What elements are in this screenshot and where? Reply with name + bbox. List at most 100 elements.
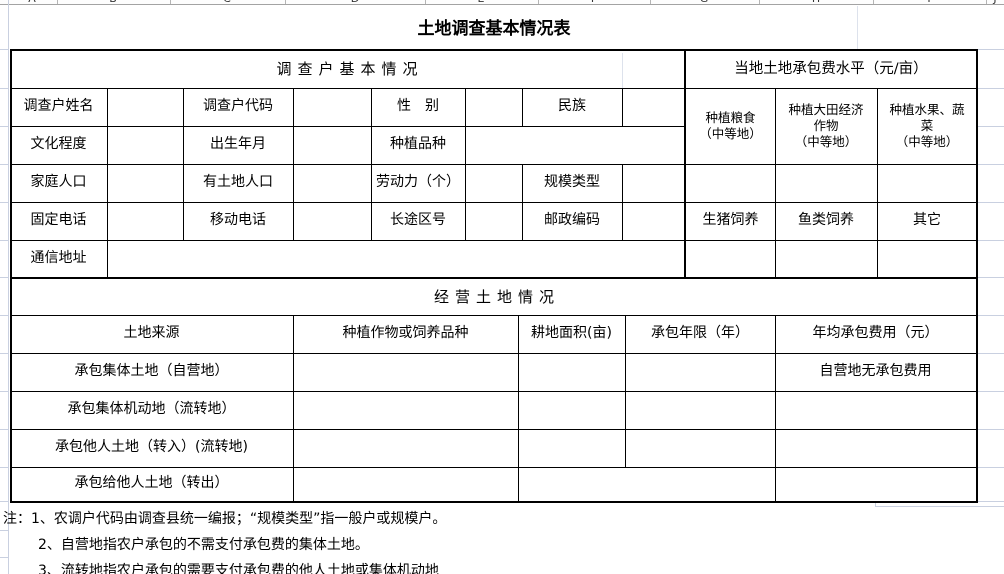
gridline <box>978 315 1004 316</box>
grid-line <box>625 315 626 467</box>
gridline <box>0 164 8 165</box>
column-header-e[interactable]: E <box>471 0 491 5</box>
grid-line <box>877 88 878 277</box>
cell-area-code-value[interactable] <box>466 203 521 239</box>
cell-labor-count-value[interactable] <box>466 165 521 201</box>
gridline <box>0 353 8 354</box>
note-line-1: 注：1、农调户代码由调查县统一编报；“规模类型”指一般户或规模户。 <box>3 511 447 527</box>
cell-row1-area[interactable] <box>519 354 624 390</box>
grid-line <box>10 391 976 392</box>
gridline <box>0 530 8 531</box>
gridline <box>978 467 1004 468</box>
cell-household-name-value[interactable] <box>108 89 182 125</box>
cell-row3-crop[interactable] <box>294 430 517 466</box>
label-education: 文化程度 <box>30 136 87 153</box>
cell-row1-term[interactable] <box>626 354 774 390</box>
gridline <box>978 126 1004 127</box>
cell-mobile-value[interactable] <box>294 203 370 239</box>
cell-education-value[interactable] <box>108 127 182 163</box>
column-separator <box>986 0 987 4</box>
cell-fee-fish-value[interactable] <box>777 241 876 276</box>
gridline <box>978 501 1004 502</box>
cell-birth-date-value[interactable] <box>294 127 370 163</box>
row-label-land-transfer-out: 承包给他人土地（转出） <box>74 475 229 492</box>
gridline <box>0 88 8 89</box>
gridline <box>0 429 8 430</box>
gridline <box>978 353 1004 354</box>
cell-postal-code-value[interactable] <box>623 203 683 239</box>
gridline <box>0 557 8 558</box>
cell-row2-fee[interactable] <box>776 392 975 428</box>
cell-landline-value[interactable] <box>108 203 182 239</box>
cell-row4-fee[interactable] <box>776 468 975 500</box>
gridline <box>978 88 1004 89</box>
column-separator <box>759 0 760 4</box>
column-header-i[interactable]: I <box>919 0 939 5</box>
column-header-b[interactable]: B <box>103 0 123 5</box>
cell-household-code-value[interactable] <box>294 89 370 125</box>
cell-fee-pig-value[interactable] <box>686 241 774 276</box>
grid-line <box>293 88 294 240</box>
grid-line <box>622 88 623 126</box>
grid-line <box>622 164 623 240</box>
cell-ethnicity-value[interactable] <box>623 89 683 125</box>
cell-fee-grain-value[interactable] <box>686 165 774 201</box>
cell-row2-area[interactable] <box>519 392 624 428</box>
column-header-j[interactable]: J <box>985 0 1004 5</box>
cell-row3-area[interactable] <box>519 430 624 466</box>
column-separator <box>285 0 286 4</box>
label-pig-raising: 生猪饲养 <box>702 212 759 229</box>
cell-row2-crop[interactable] <box>294 392 517 428</box>
gridline <box>978 164 1004 165</box>
gridline <box>857 6 858 49</box>
cell-row4-crop[interactable] <box>294 468 517 500</box>
column-separator <box>873 0 874 4</box>
cell-fee-other-value[interactable] <box>879 241 975 276</box>
cell-row3-fee[interactable] <box>776 430 975 466</box>
cell-fee-fruit-value[interactable] <box>879 165 975 201</box>
cell-row2-term[interactable] <box>626 392 774 428</box>
form-title: 土地调查基本情况表 <box>417 18 571 39</box>
grid-line <box>293 315 294 501</box>
cell-row1-crop[interactable] <box>294 354 517 390</box>
label-fee-cash-crop: 种植大田经济 作物 （中等地） <box>788 101 864 150</box>
cell-mailing-address-value[interactable] <box>108 241 675 276</box>
note-line-2: 2、自营地指农户承包的不需支付承包费的集体土地。 <box>38 537 369 553</box>
column-header-a[interactable]: A <box>22 0 42 5</box>
row-header-gridline <box>8 0 9 574</box>
table-border-right <box>976 49 978 503</box>
value-self-managed-no-fee: 自营地无承包费用 <box>819 363 932 380</box>
gridline <box>622 53 623 88</box>
grid-line <box>183 88 184 240</box>
column-header-cultivated-area: 耕地面积(亩) <box>531 325 612 342</box>
label-postal-code: 邮政编码 <box>544 212 600 229</box>
cell-gender-value[interactable] <box>466 89 521 125</box>
label-fish-raising: 鱼类饲养 <box>798 212 854 229</box>
column-header-c[interactable]: C <box>217 0 237 5</box>
column-header-h[interactable]: H <box>806 0 826 5</box>
household-section-header: 调查户基本情况 <box>276 60 424 79</box>
cell-scale-type-value[interactable] <box>623 165 683 201</box>
label-mailing-address: 通信地址 <box>30 249 87 266</box>
label-gender: 性 别 <box>397 98 439 115</box>
cell-row3-term[interactable] <box>626 430 774 466</box>
grid-line <box>10 467 976 468</box>
gridline <box>978 202 1004 203</box>
cell-planting-variety-value[interactable] <box>466 127 683 163</box>
column-header-f[interactable]: F <box>584 0 604 5</box>
column-header-g[interactable]: G <box>694 0 714 5</box>
column-header-land-source: 土地来源 <box>123 325 180 342</box>
column-separator <box>650 0 651 4</box>
gridline <box>0 277 8 278</box>
cell-family-size-value[interactable] <box>108 165 182 201</box>
gridline <box>0 126 8 127</box>
note-line-3: 3、流转地指农户承包的需要支付承包费的他人土地或集体机动地 <box>38 563 439 574</box>
label-fee-fruit-vegetable: 种植水果、蔬 菜 （中等地） <box>889 101 965 150</box>
label-ethnicity: 民族 <box>558 98 586 115</box>
cell-row4-area-term[interactable] <box>519 468 774 500</box>
cell-land-population-value[interactable] <box>294 165 370 201</box>
cell-fee-cash-crop-value[interactable] <box>777 165 876 201</box>
label-fee-grain: 种植粮食 （中等地） <box>699 109 762 141</box>
column-header-d[interactable]: D <box>345 0 365 5</box>
grid-line <box>10 353 976 354</box>
